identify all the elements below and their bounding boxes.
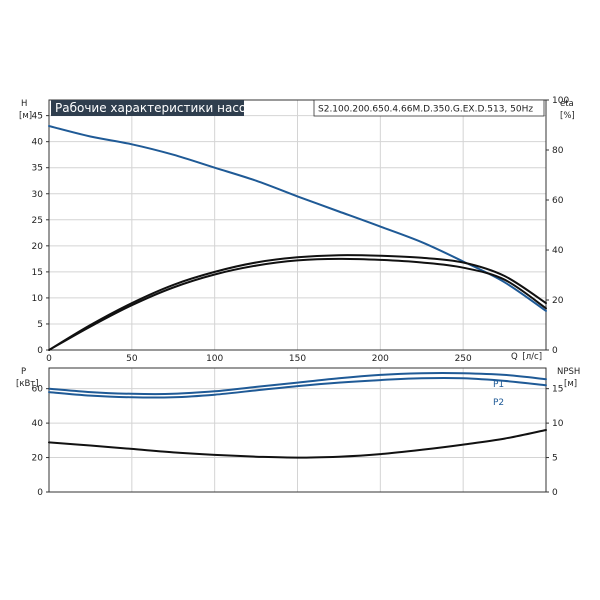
bottom-series-p2-1-line bbox=[48, 377, 547, 399]
top-chart-tick-labels: 0 5 10 15 20 25 30 35 40 45 0 20 40 60 80 100 0 50 100 150 2… bbox=[32, 96, 570, 364]
top-y-left-tick-label: 30 bbox=[32, 190, 44, 200]
bottom-y-right-tick-label: 0 bbox=[552, 488, 558, 498]
top-y-left-tick-label: 5 bbox=[37, 320, 43, 330]
y-left-unit-power: [кВт] bbox=[16, 379, 39, 389]
model-label: S2.100.200.650.4.66M.D.350.G.EX.D.513, 5… bbox=[318, 105, 533, 115]
bottom-chart-curves bbox=[48, 371, 547, 459]
top-y-left-tick-label: 25 bbox=[32, 216, 43, 226]
top-y-right-tick-label: 40 bbox=[552, 246, 564, 256]
top-y-left-tick-label: 10 bbox=[32, 294, 44, 304]
top-y-left-tick-label: 15 bbox=[32, 268, 43, 278]
top-x-tick-label: 100 bbox=[206, 354, 223, 364]
chart-title: Рабочие характеристики насоса bbox=[55, 101, 260, 115]
top-y-right-tick-label: 60 bbox=[552, 196, 564, 206]
bottom-series-p1-0-line bbox=[48, 371, 547, 396]
bottom-y-left-tick-label: 20 bbox=[32, 454, 44, 464]
model-label-box: S2.100.200.650.4.66M.D.350.G.EX.D.513, 5… bbox=[313, 99, 545, 117]
top-y-left-tick-label: 20 bbox=[32, 242, 44, 252]
top-y-right-tick-label: 80 bbox=[552, 146, 564, 156]
bottom-y-left-tick-label: 40 bbox=[32, 419, 44, 429]
y-right-label-npsh: NPSH bbox=[557, 367, 580, 377]
bottom-y-right-tick-label: 15 bbox=[552, 385, 563, 395]
y-right-label-eta: eta bbox=[560, 99, 574, 109]
top-y-right-tick-label: 20 bbox=[552, 296, 564, 306]
top-series-2-line bbox=[48, 257, 547, 351]
bottom-y-right-tick-label: 5 bbox=[552, 454, 558, 464]
top-x-tick-label: 50 bbox=[126, 354, 138, 364]
y-right-unit-npsh: [м] bbox=[564, 379, 577, 389]
top-x-tick-label: 150 bbox=[289, 354, 306, 364]
top-y-left-tick-label: 35 bbox=[32, 164, 43, 174]
y-right-unit-eta: [%] bbox=[560, 111, 575, 121]
top-y-left-tick-label: 0 bbox=[37, 346, 43, 356]
bottom-series-2-line bbox=[48, 429, 547, 459]
top-chart-curves bbox=[48, 125, 547, 351]
series-label-p1: P1 bbox=[493, 380, 504, 390]
bottom-y-left-tick-label: 0 bbox=[37, 488, 43, 498]
top-series-1-line bbox=[48, 254, 547, 351]
top-y-right-tick-label: 100 bbox=[552, 96, 569, 106]
top-y-left-tick-label: 40 bbox=[32, 138, 44, 148]
top-x-tick-label: 0 bbox=[46, 354, 52, 364]
bottom-y-right-tick-label: 10 bbox=[552, 419, 564, 429]
top-plot-frame bbox=[48, 99, 547, 351]
y-left-unit-head: [м] bbox=[19, 111, 32, 121]
chart-title-box: Рабочие характеристики насоса bbox=[51, 100, 260, 116]
x-axis-label: Q [л/с] bbox=[511, 352, 542, 362]
top-x-tick-label: 250 bbox=[455, 354, 472, 364]
y-left-label-power: P bbox=[21, 367, 26, 377]
y-left-label-head: H bbox=[21, 99, 27, 109]
top-y-right-tick-label: 0 bbox=[552, 346, 558, 356]
top-y-left-tick-label: 45 bbox=[32, 112, 43, 122]
bottom-chart-tick-labels: 0 20 40 60 0 5 10 15 bbox=[32, 385, 564, 498]
bottom-y-left-tick-label: 60 bbox=[32, 385, 44, 395]
top-x-tick-label: 200 bbox=[372, 354, 389, 364]
series-label-p2: P2 bbox=[493, 398, 504, 408]
